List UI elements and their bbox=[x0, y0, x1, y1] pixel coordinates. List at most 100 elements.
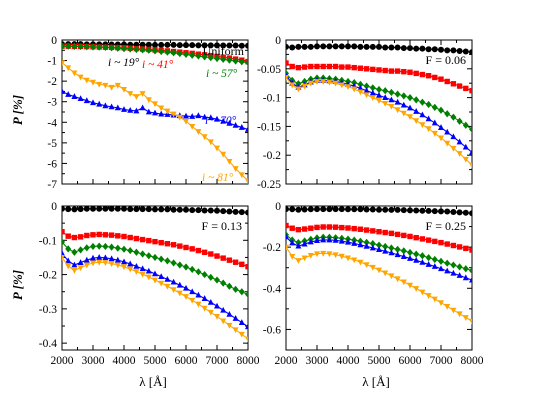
data-point-i70 bbox=[102, 254, 109, 261]
data-point-i57 bbox=[114, 44, 121, 52]
data-point-i81 bbox=[388, 273, 395, 280]
data-point-i70 bbox=[301, 240, 308, 247]
data-point-i70 bbox=[369, 244, 376, 251]
data-point-i19 bbox=[307, 206, 314, 213]
data-point-i41 bbox=[463, 85, 469, 92]
data-point-i70 bbox=[363, 242, 370, 249]
data-point-i41 bbox=[314, 63, 320, 70]
data-point-i57 bbox=[450, 113, 457, 121]
data-point-i41 bbox=[239, 261, 245, 267]
series-label-i81: i ~ 81° bbox=[202, 172, 234, 184]
data-point-i81 bbox=[83, 262, 90, 269]
data-point-i41 bbox=[413, 234, 419, 241]
data-point-i19 bbox=[376, 43, 382, 50]
x-tick-label: 8000 bbox=[237, 355, 260, 367]
data-point-i19 bbox=[176, 206, 183, 213]
data-point-i81 bbox=[170, 111, 177, 118]
data-point-i70 bbox=[152, 270, 158, 277]
data-point-i57 bbox=[139, 46, 146, 54]
data-point-i70 bbox=[376, 246, 382, 253]
data-point-i81 bbox=[220, 151, 227, 158]
data-point-i57 bbox=[413, 96, 420, 104]
data-point-i81 bbox=[295, 86, 302, 93]
data-point-i57 bbox=[158, 47, 165, 56]
data-point-i19 bbox=[201, 42, 208, 49]
data-point-i70 bbox=[419, 258, 426, 265]
data-point-i19 bbox=[238, 42, 245, 49]
data-point-i81 bbox=[320, 250, 327, 257]
data-point-i81 bbox=[382, 270, 389, 277]
data-point-i70 bbox=[220, 117, 227, 124]
data-point-i70 bbox=[444, 128, 451, 135]
y-tick-label: -3 bbox=[47, 97, 57, 109]
data-point-i70 bbox=[382, 247, 389, 254]
data-point-i57 bbox=[456, 117, 463, 125]
data-point-i19 bbox=[152, 206, 158, 213]
data-point-i81 bbox=[469, 318, 472, 325]
data-point-i81 bbox=[152, 101, 158, 108]
data-point-i81 bbox=[301, 255, 308, 262]
data-point-i81 bbox=[183, 294, 189, 300]
data-point-i57 bbox=[65, 245, 72, 253]
data-point-i41 bbox=[84, 232, 90, 239]
data-point-i19 bbox=[289, 44, 296, 51]
data-point-i70 bbox=[183, 284, 189, 291]
y-tick-label: -2 bbox=[47, 76, 57, 88]
data-point-i57 bbox=[450, 261, 457, 269]
y-tick-label: -0.4 bbox=[39, 338, 57, 350]
data-point-i57 bbox=[295, 80, 302, 88]
data-point-i41 bbox=[376, 229, 382, 235]
data-point-i81 bbox=[369, 264, 376, 271]
data-point-i19 bbox=[90, 206, 96, 212]
data-point-i57 bbox=[469, 266, 472, 275]
data-point-i81 bbox=[351, 86, 358, 93]
data-point-i81 bbox=[71, 268, 78, 274]
data-point-i70 bbox=[152, 109, 158, 116]
data-point-i81 bbox=[394, 276, 401, 283]
data-point-i41 bbox=[308, 63, 314, 70]
data-point-i81 bbox=[469, 162, 472, 169]
data-point-i57 bbox=[407, 94, 413, 102]
data-point-i19 bbox=[438, 208, 444, 215]
data-point-i19 bbox=[238, 209, 245, 216]
y-tick-label: -0.1 bbox=[39, 235, 57, 247]
data-point-i81 bbox=[286, 75, 289, 81]
data-point-i57 bbox=[419, 252, 426, 260]
data-point-i70 bbox=[376, 91, 382, 98]
data-point-i70 bbox=[62, 249, 65, 256]
data-point-i81 bbox=[232, 327, 239, 334]
data-point-i70 bbox=[388, 96, 395, 103]
series-label-i41: i ~ 41° bbox=[142, 59, 174, 71]
data-point-i70 bbox=[407, 255, 413, 261]
data-point-i19 bbox=[301, 206, 308, 213]
data-point-i19 bbox=[170, 206, 177, 213]
data-point-i19 bbox=[139, 41, 146, 48]
data-point-i57 bbox=[376, 241, 382, 249]
x-tick-label: 7000 bbox=[206, 355, 229, 367]
data-point-i81 bbox=[345, 84, 351, 91]
data-point-i81 bbox=[189, 124, 196, 130]
y-tick-label: 0 bbox=[275, 35, 281, 47]
data-point-i81 bbox=[226, 158, 233, 165]
data-point-i57 bbox=[145, 252, 152, 260]
data-point-i41 bbox=[308, 225, 314, 231]
data-point-i57 bbox=[394, 90, 401, 98]
data-point-i57 bbox=[65, 42, 72, 50]
data-point-i19 bbox=[164, 206, 171, 213]
data-point-i70 bbox=[444, 267, 451, 274]
data-point-i70 bbox=[226, 310, 233, 317]
x-tick-label: 7000 bbox=[430, 355, 453, 367]
data-point-i57 bbox=[369, 84, 376, 92]
data-point-i19 bbox=[425, 207, 432, 214]
data-point-i70 bbox=[394, 98, 401, 105]
data-point-i19 bbox=[394, 206, 401, 213]
data-point-i19 bbox=[121, 206, 127, 212]
data-point-i19 bbox=[145, 206, 152, 213]
data-point-i81 bbox=[77, 265, 84, 272]
data-point-i19 bbox=[462, 48, 469, 55]
data-point-i19 bbox=[220, 42, 227, 49]
data-point-i81 bbox=[425, 126, 432, 133]
data-point-i70 bbox=[83, 256, 90, 263]
x-axis-title-left: λ [Å] bbox=[139, 374, 167, 389]
data-point-i70 bbox=[65, 257, 72, 264]
